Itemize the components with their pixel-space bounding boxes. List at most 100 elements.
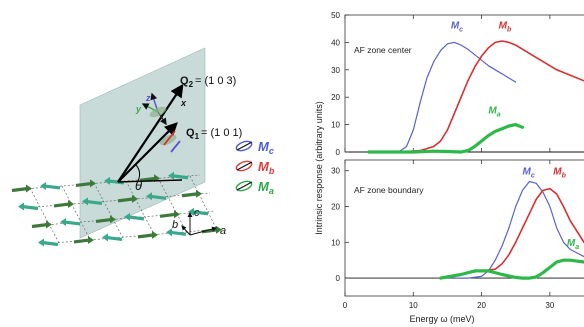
series-Mc-line [440,180,584,279]
in-plane-vector [117,179,183,183]
spin-arrowhead [38,238,44,247]
theta-label: θ [135,178,142,193]
theta-arc [135,164,141,182]
axis-c-label: c [194,207,200,219]
spin-arrowhead [166,228,172,237]
series-Mb-line [439,187,584,279]
y-tick-label: 30 [331,66,340,75]
curve-label-Mc: Mc [451,21,463,34]
mode-c-icon [235,140,253,152]
panel-annotation: AF zone boundary [354,185,424,195]
y-tick-label: 30 [331,167,340,176]
q2-vector [117,83,184,183]
spin-arrowhead [18,202,24,211]
series-Ma-line [367,123,525,154]
mode-legend: Mc Mb Ma [235,139,275,196]
spin-arrow [63,220,81,226]
mode-c-label: Mc [258,139,274,156]
spin-arrow [31,222,49,229]
y-tick-label: 50 [331,11,340,20]
spin-arrow [11,186,29,193]
curve-label-Mb: Mb [553,166,566,179]
curve-label-Ma: Ma [567,238,579,251]
panel-frame [344,159,584,297]
spin-arrowhead [82,197,88,206]
spin-arrow [41,240,59,247]
precession-disc-q2 [149,106,167,118]
spin-arrowhead [124,212,130,221]
mode-a-label: Ma [258,179,274,196]
y-tick-label: 10 [331,238,340,247]
spin-arrow [149,194,167,200]
y-tick-label: 0 [336,148,341,157]
panel-frame [344,14,584,153]
q1-label: Q1 = (1 0 1) [186,127,242,141]
spin-arrow [105,235,123,242]
spin-arrowhead [168,171,174,180]
spin-arrowhead [104,176,110,185]
y-tick-label: 10 [331,121,340,130]
q2-label: Q2 = (1 0 3) [180,75,236,89]
curve-label-Mb: Mb [499,21,512,34]
response-chart: 0 10 20 30 40 50 AF zone center Mc Mb Ma 0 10 20 30 AF… [331,11,584,310]
series-Ma-line [439,258,584,280]
blue-moment-q1 [170,140,181,153]
spin-arrow [169,230,187,236]
spin-arrowhead [152,230,158,239]
spin-arrowhead [174,210,180,219]
q1-vector [117,122,178,183]
chart-panel-2: 0 10 20 30 AF zone boundary Mc Mb Ma [331,159,584,297]
curve-label-Mc: Mc [523,166,535,179]
z-label: z [145,93,151,103]
spin-arrow [43,184,61,190]
axis-a-label: a [220,225,226,237]
spin-arrowhead [110,215,116,224]
y-label: y [135,104,142,114]
spin-arrowhead [40,181,46,190]
mode-b-icon [235,160,253,172]
spin-schematic: z y x Q2 = (1 0 3) Q1 = (1 0 1) θ c a b Mc… [11,47,275,247]
spin-arrowhead [90,179,96,188]
y-tick-label: 40 [331,38,340,47]
y-axis-label: Intrinsic response (arbitrary units) [314,101,324,235]
series-Mb-line [368,40,584,153]
spin-arrowhead [146,192,152,201]
spin-arrowhead [60,217,66,226]
spin-arrow [117,197,135,203]
x-label: x [180,98,187,108]
spin-arrowhead [68,199,74,208]
mode-b-label: Mb [258,159,275,176]
x-axis-label: Energy ω (meV) [409,314,474,324]
spin-arrow [85,199,103,206]
axis-b-label: b [172,219,178,231]
curve-label-Ma: Ma [488,106,500,119]
y-tick-label: 20 [331,203,340,212]
spin-arrowhead [88,235,94,244]
spin-arrow [139,176,157,182]
spin-arrowhead [188,207,194,216]
spin-arrowhead [216,225,222,234]
spin-arrowhead [102,233,108,242]
spin-arrow [21,204,39,211]
spin-arrow [191,210,209,216]
x-tick-label: 30 [545,301,554,310]
chart-panel-1: 0 10 20 30 40 50 AF zone center Mc Mb Ma [331,11,584,157]
spin-arrow [73,238,91,244]
spin-arrow [181,192,199,198]
spin-arrowhead [196,189,202,198]
panel-annotation: AF zone center [354,45,412,55]
series-Mc-line [368,41,517,153]
spin-arrows [11,171,222,247]
x-tick-label: 10 [409,301,418,310]
spin-arrowhead [46,220,52,229]
spin-arrow [171,174,189,180]
spin-arrow [137,233,155,239]
spin-arrow [127,215,145,221]
y-tick-label: 0 [336,274,341,283]
x-tick-label: 20 [477,301,486,310]
spin-arrow [53,202,71,208]
spin-arrow [159,212,177,218]
mode-a-icon [235,180,253,192]
x-tick-label: 0 [343,301,348,310]
